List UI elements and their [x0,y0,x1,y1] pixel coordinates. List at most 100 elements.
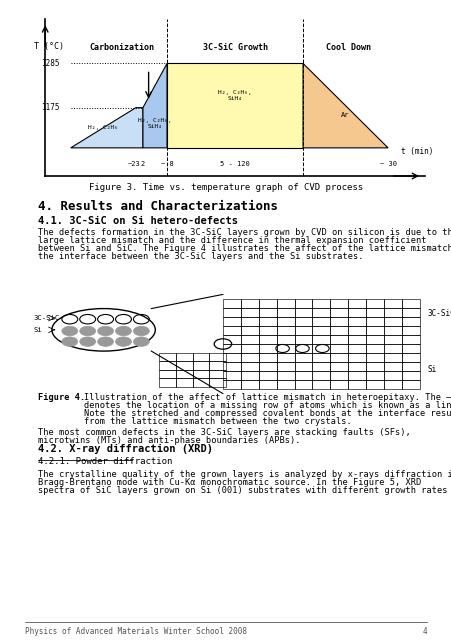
Bar [312,380,330,389]
Bar [330,362,347,371]
Text: 4. Results and Characterizations: 4. Results and Characterizations [38,200,277,213]
Text: Si: Si [34,327,43,333]
Bar [258,335,276,344]
Bar [175,378,192,387]
Bar [294,344,312,353]
Bar [330,344,347,353]
Bar [401,380,419,389]
Text: microtwins (MTs) and anti-phase boundaries (APBs).: microtwins (MTs) and anti-phase boundari… [38,436,300,445]
Text: 4.1. 3C-SiC on Si hetero-defects: 4.1. 3C-SiC on Si hetero-defects [38,216,238,226]
Bar [347,299,365,308]
Bar [258,317,276,326]
Circle shape [97,337,113,346]
Circle shape [62,337,78,346]
Bar [294,326,312,335]
Bar [240,308,258,317]
Text: 3C-SiC: 3C-SiC [427,308,451,318]
Text: H₂, C₂H₆: H₂, C₂H₆ [87,125,117,131]
Text: 4.2. X-ray diffraction (XRD): 4.2. X-ray diffraction (XRD) [38,444,212,454]
Bar [365,308,383,317]
Bar [365,380,383,389]
Text: the interface between the 3C-SiC layers and the Si substrates.: the interface between the 3C-SiC layers … [38,252,363,261]
Circle shape [79,326,96,336]
Bar [294,380,312,389]
Polygon shape [167,63,302,148]
Bar [330,326,347,335]
Bar [383,371,401,380]
Bar [401,317,419,326]
Bar [276,362,294,371]
Bar [365,362,383,371]
Bar [276,299,294,308]
Bar [222,353,240,362]
Text: Si: Si [427,365,436,374]
Bar [365,335,383,344]
Bar [240,362,258,371]
Text: Cool Down: Cool Down [325,44,370,52]
Polygon shape [70,108,143,148]
Bar [159,353,175,361]
Text: The defects formation in the 3C-SiC layers grown by CVD on silicon is due to the: The defects formation in the 3C-SiC laye… [38,228,451,237]
Bar [383,380,401,389]
Text: spectra of SiC layers grown on Si (001) substrates with different growth rates o: spectra of SiC layers grown on Si (001) … [38,486,451,495]
Bar [175,369,192,378]
Bar [175,361,192,369]
Bar [222,371,240,380]
Bar [222,344,240,353]
Bar [159,369,175,378]
Bar [222,317,240,326]
Bar [209,361,226,369]
Bar [276,326,294,335]
Text: Physics of Advanced Materials Winter School 2008: Physics of Advanced Materials Winter Sch… [25,627,246,636]
Bar [383,362,401,371]
Bar [240,344,258,353]
Bar [330,380,347,389]
Bar [276,353,294,362]
Text: 1285: 1285 [41,59,59,68]
Polygon shape [143,63,167,148]
Bar [312,326,330,335]
Bar [312,353,330,362]
Text: 1175: 1175 [41,103,59,112]
Text: H₂, C₂H₆,
SiH₄: H₂, C₂H₆, SiH₄ [138,118,171,129]
Bar [330,371,347,380]
Text: t (min): t (min) [400,147,432,156]
Bar [401,326,419,335]
Bar [240,317,258,326]
Bar [347,362,365,371]
Bar [294,362,312,371]
Text: The crystalline quality of the grown layers is analyzed by x-rays diffraction in: The crystalline quality of the grown lay… [38,470,451,479]
Bar [276,380,294,389]
Bar [365,317,383,326]
Bar [192,369,209,378]
Circle shape [62,326,78,336]
Bar [258,380,276,389]
Bar [347,371,365,380]
Text: Figure 4.: Figure 4. [38,393,85,402]
Bar [347,380,365,389]
Bar [365,353,383,362]
Bar [294,308,312,317]
Circle shape [115,326,131,336]
Text: 3C-SiC: 3C-SiC [34,315,60,321]
Bar [209,353,226,361]
Text: Carbonization: Carbonization [89,44,154,52]
Bar [294,371,312,380]
Bar [312,317,330,326]
Bar [383,353,401,362]
Bar [294,353,312,362]
Bar [222,308,240,317]
Bar [276,344,294,353]
Bar [159,361,175,369]
Bar [222,362,240,371]
Bar [240,299,258,308]
Bar [240,335,258,344]
Text: Note the stretched and compressed covalent bonds at the interface resulting: Note the stretched and compressed covale… [84,409,451,418]
Bar [240,371,258,380]
Bar [192,361,209,369]
Bar [401,362,419,371]
Bar [401,335,419,344]
Bar [330,353,347,362]
Bar [365,371,383,380]
Bar [258,344,276,353]
